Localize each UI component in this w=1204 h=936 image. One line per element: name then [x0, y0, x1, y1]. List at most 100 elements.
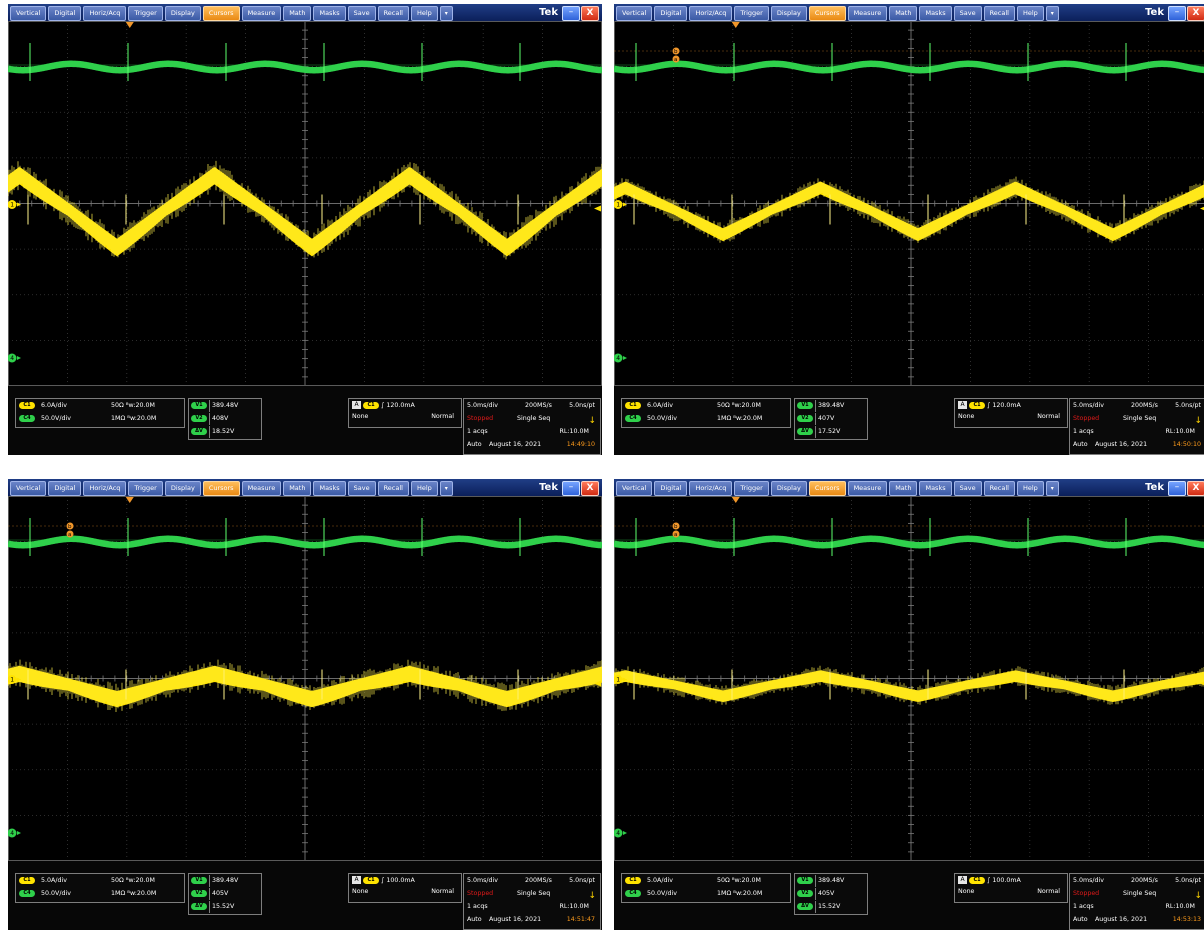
menu-math[interactable]: Math	[283, 6, 312, 21]
menu-trigger[interactable]: Trigger	[734, 481, 769, 496]
minimize-button[interactable]: –	[1168, 6, 1186, 21]
menu-recall[interactable]: Recall	[983, 481, 1015, 496]
menu-vertical[interactable]: Vertical	[616, 6, 653, 21]
menu-more-icon[interactable]: ▾	[439, 6, 453, 21]
menu-more-icon[interactable]: ▾	[439, 481, 453, 496]
cursor-delta-label: ΔV	[797, 902, 813, 910]
menu-help[interactable]: Help	[1016, 6, 1044, 21]
menu-measure[interactable]: Measure	[847, 481, 888, 496]
menu-help[interactable]: Help	[410, 481, 438, 496]
cursor-v2-value: 408V	[209, 413, 228, 425]
menu-horiz-acq[interactable]: Horiz/Acq	[689, 481, 733, 496]
channel-settings[interactable]: C1 5.0A/div 50Ω ᴮw:20.0M C4 50.0V/div 1M…	[621, 873, 791, 903]
menu-cursors[interactable]: Cursors	[202, 481, 240, 496]
menu-save[interactable]: Save	[347, 6, 376, 21]
menu-masks[interactable]: Masks	[313, 481, 346, 496]
menu-recall[interactable]: Recall	[377, 481, 409, 496]
menu-display[interactable]: Display	[770, 481, 807, 496]
menu-vertical[interactable]: Vertical	[10, 6, 47, 21]
menu-cursors[interactable]: Cursors	[202, 6, 240, 21]
acquisition-readout[interactable]: 5.0ms/div 200MS/s 5.0ns/pt Stopped Singl…	[463, 398, 601, 455]
menu-display[interactable]: Display	[164, 481, 201, 496]
menu-more-icon[interactable]: ▾	[1045, 481, 1059, 496]
menu-vertical[interactable]: Vertical	[10, 481, 47, 496]
trigger-readout[interactable]: A C1 ∫ 100.0mA None Normal	[954, 873, 1068, 903]
menu-math[interactable]: Math	[889, 6, 918, 21]
menu-cursors[interactable]: Cursors	[808, 481, 846, 496]
close-button[interactable]: X	[581, 481, 599, 496]
menu-recall[interactable]: Recall	[377, 6, 409, 21]
channel-settings[interactable]: C1 6.0A/div 50Ω ᴮw:20.0M C4 50.0V/div 1M…	[15, 398, 185, 428]
ch4-settings[interactable]: C4 50.0V/div 1MΩ ᴮw:20.0M	[625, 888, 789, 900]
menu-masks[interactable]: Masks	[919, 481, 952, 496]
cursor-readout[interactable]: V1 389.48V V2 408V ΔV 18.52V	[188, 398, 262, 440]
menu-math[interactable]: Math	[889, 481, 918, 496]
menu-math[interactable]: Math	[283, 481, 312, 496]
menu-save[interactable]: Save	[953, 481, 982, 496]
channel-settings[interactable]: C1 5.0A/div 50Ω ᴮw:20.0M C4 50.0V/div 1M…	[15, 873, 185, 903]
ch1-settings[interactable]: C1 5.0A/div 50Ω ᴮw:20.0M	[625, 875, 789, 887]
close-button[interactable]: X	[581, 6, 599, 21]
menu-digital[interactable]: Digital	[48, 6, 82, 21]
ch4-settings[interactable]: C4 50.0V/div 1MΩ ᴮw:20.0M	[19, 888, 183, 900]
menu-horiz-acq[interactable]: Horiz/Acq	[689, 6, 733, 21]
ch4-badge[interactable]: C4	[625, 889, 641, 897]
close-button[interactable]: X	[1187, 6, 1204, 21]
acquisition-readout[interactable]: 5.0ms/div 200MS/s 5.0ns/pt Stopped Singl…	[463, 873, 601, 930]
menu-horiz-acq[interactable]: Horiz/Acq	[83, 6, 127, 21]
menu-measure[interactable]: Measure	[241, 481, 282, 496]
channel-settings[interactable]: C1 6.0A/div 50Ω ᴮw:20.0M C4 50.0V/div 1M…	[621, 398, 791, 428]
minimize-button[interactable]: –	[562, 6, 580, 21]
menu-digital[interactable]: Digital	[48, 481, 82, 496]
ch4-badge[interactable]: C4	[19, 889, 35, 897]
menu-measure[interactable]: Measure	[241, 6, 282, 21]
ch1-settings[interactable]: C1 6.0A/div 50Ω ᴮw:20.0M	[625, 400, 789, 412]
menu-measure[interactable]: Measure	[847, 6, 888, 21]
menu-masks[interactable]: Masks	[919, 6, 952, 21]
menu-save[interactable]: Save	[347, 481, 376, 496]
ch1-badge[interactable]: C1	[19, 401, 35, 409]
cursor-readout[interactable]: V1 389.48V V2 407V ΔV 17.52V	[794, 398, 868, 440]
ch4-badge[interactable]: C4	[625, 414, 641, 422]
menu-vertical[interactable]: Vertical	[616, 481, 653, 496]
ch1-badge[interactable]: C1	[19, 876, 35, 884]
menu-help[interactable]: Help	[410, 6, 438, 21]
menu-help[interactable]: Help	[1016, 481, 1044, 496]
menu-trigger[interactable]: Trigger	[734, 6, 769, 21]
ch1-settings[interactable]: C1 5.0A/div 50Ω ᴮw:20.0M	[19, 875, 183, 887]
menu-masks[interactable]: Masks	[313, 6, 346, 21]
ch4-settings[interactable]: C4 50.0V/div 1MΩ ᴮw:20.0M	[625, 413, 789, 425]
menu-display[interactable]: Display	[164, 6, 201, 21]
minimize-button[interactable]: –	[1168, 481, 1186, 496]
close-button[interactable]: X	[1187, 481, 1204, 496]
ch1-settings[interactable]: C1 6.0A/div 50Ω ᴮw:20.0M	[19, 400, 183, 412]
acquisition-readout[interactable]: 5.0ms/div 200MS/s 5.0ns/pt Stopped Singl…	[1069, 873, 1204, 930]
menu-trigger[interactable]: Trigger	[128, 6, 163, 21]
trigger-readout[interactable]: A C1 ∫ 100.0mA None Normal	[348, 873, 462, 903]
trigger-readout[interactable]: A C1 ∫ 120.0mA None Normal	[348, 398, 462, 428]
menu-cursors[interactable]: Cursors	[808, 6, 846, 21]
menu-save[interactable]: Save	[953, 6, 982, 21]
menu-more-icon[interactable]: ▾	[1045, 6, 1059, 21]
menu-horiz-acq[interactable]: Horiz/Acq	[83, 481, 127, 496]
cursor-readout[interactable]: V1 389.48V V2 405V ΔV 15.52V	[794, 873, 868, 915]
cursor-readout[interactable]: V1 389.48V V2 405V ΔV 15.52V	[188, 873, 262, 915]
acquisition-readout[interactable]: 5.0ms/div 200MS/s 5.0ns/pt Stopped Singl…	[1069, 398, 1204, 455]
ch1-badge[interactable]: C1	[625, 401, 641, 409]
menu-recall[interactable]: Recall	[983, 6, 1015, 21]
ch1-badge[interactable]: C1	[625, 876, 641, 884]
menu-digital[interactable]: Digital	[654, 6, 688, 21]
ch4-badge[interactable]: C4	[19, 414, 35, 422]
minimize-button[interactable]: –	[562, 481, 580, 496]
ch4-settings[interactable]: C4 50.0V/div 1MΩ ᴮw:20.0M	[19, 413, 183, 425]
brand-logo: Tek	[539, 7, 558, 18]
ch4-marker-label: 4	[616, 830, 620, 837]
menu-digital[interactable]: Digital	[654, 481, 688, 496]
trigger-readout[interactable]: A C1 ∫ 120.0mA None Normal	[954, 398, 1068, 428]
menu-trigger[interactable]: Trigger	[128, 481, 163, 496]
menu-display[interactable]: Display	[770, 6, 807, 21]
